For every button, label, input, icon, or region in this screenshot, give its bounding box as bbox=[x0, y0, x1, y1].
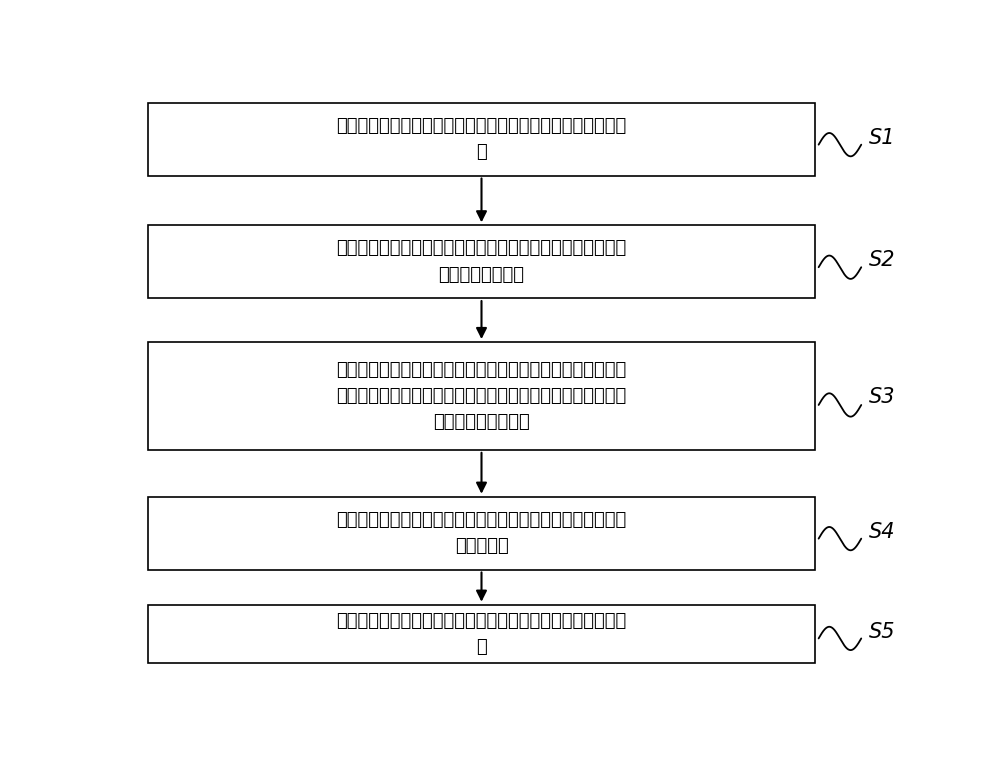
Text: S3: S3 bbox=[869, 387, 896, 407]
FancyBboxPatch shape bbox=[148, 225, 815, 298]
Text: 采集由模拟肺和呼吸机模拟的人机异步事件下的多通道呼吸数
据: 采集由模拟肺和呼吸机模拟的人机异步事件下的多通道呼吸数 据 bbox=[336, 117, 627, 161]
FancyBboxPatch shape bbox=[148, 342, 815, 450]
FancyBboxPatch shape bbox=[148, 496, 815, 569]
Text: 提取各人机异步事件对应的样本数据中的方差、均值、标准差
、绝对值或平方根等特征，并将提取的特征转化为一维数据后
，生成新的样本数据: 提取各人机异步事件对应的样本数据中的方差、均值、标准差 、绝对值或平方根等特征，… bbox=[336, 361, 627, 431]
Text: S1: S1 bbox=[869, 127, 896, 148]
Text: 将新的样本数据输入网络模型进行训练，得到训练好的人机异
步分类模型: 将新的样本数据输入网络模型进行训练，得到训练好的人机异 步分类模型 bbox=[336, 511, 627, 556]
Text: S5: S5 bbox=[869, 622, 896, 642]
FancyBboxPatch shape bbox=[148, 605, 815, 663]
FancyBboxPatch shape bbox=[148, 102, 815, 176]
Text: 通过训练好的人机异步分类模型对呼吸机人机异步事件进行分
类: 通过训练好的人机异步分类模型对呼吸机人机异步事件进行分 类 bbox=[336, 612, 627, 656]
Text: 对采集的多通道呼吸数据进行预处理，分别得到各人机异步事
件对应的样本数据: 对采集的多通道呼吸数据进行预处理，分别得到各人机异步事 件对应的样本数据 bbox=[336, 240, 627, 284]
Text: S2: S2 bbox=[869, 250, 896, 270]
Text: S4: S4 bbox=[869, 522, 896, 542]
